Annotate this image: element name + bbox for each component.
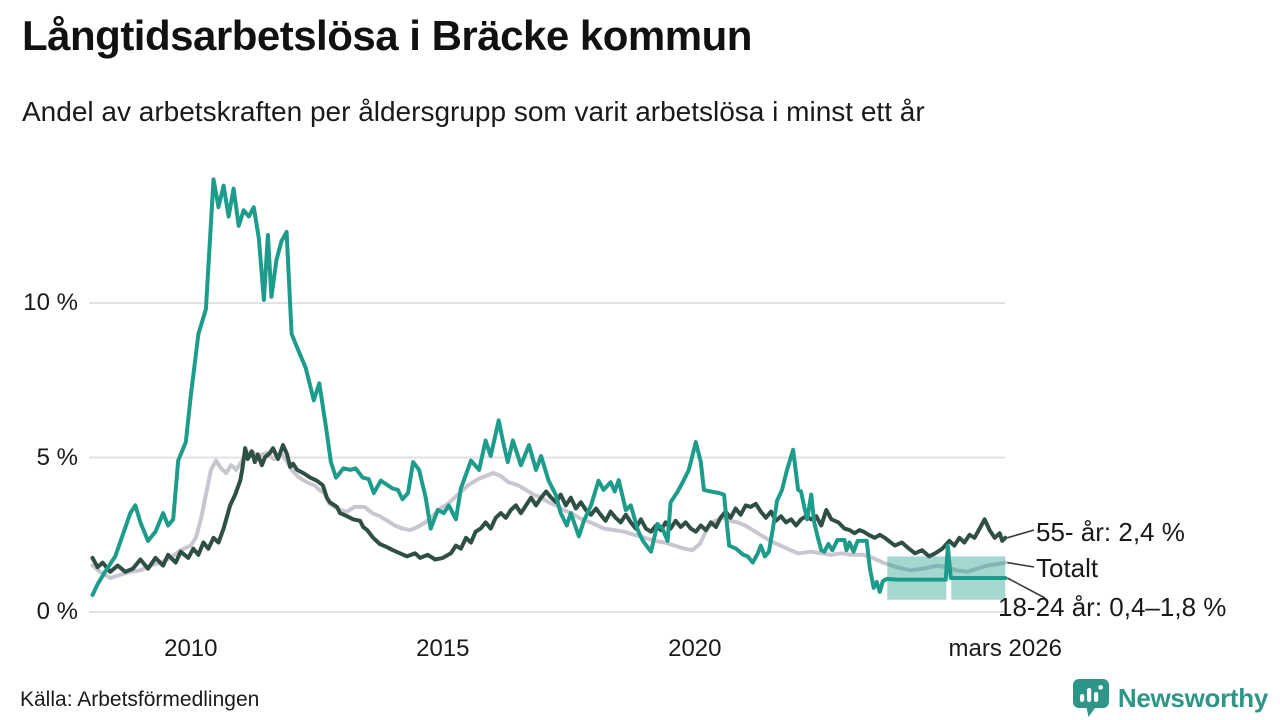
chart-subtitle: Andel av arbetskraften per åldersgrupp s… — [22, 96, 925, 127]
source-note: Källa: Arbetsförmedlingen — [20, 688, 260, 711]
page-title: Långtidsarbetslösa i Bräcke kommun — [22, 12, 752, 59]
y-axis-label: 5 % — [36, 443, 78, 471]
series-line-18-24-r — [90, 177, 1008, 597]
annotation-totalt: Totalt — [1036, 553, 1099, 583]
x-axis-label: 2010 — [164, 635, 218, 662]
x-axis-label: 2015 — [416, 635, 470, 662]
y-axis-label: 10 % — [23, 289, 78, 316]
chart-speech-bubble-icon — [1072, 679, 1109, 717]
annotation-connector — [1007, 561, 1035, 568]
x-axis-label: 2020 — [668, 635, 722, 662]
series-line-totalt — [90, 449, 1008, 580]
y-axis-label: 0 % — [36, 598, 78, 625]
annotation-55-plus: 55- år: 2,4 % — [1036, 517, 1185, 547]
annotation-connector — [1007, 529, 1035, 539]
annotation-connector — [1006, 577, 1046, 599]
x-axis-label: mars 2026 — [948, 635, 1062, 662]
annotation-18-24: 18-24 år: 0,4–1,8 % — [998, 592, 1227, 622]
newsworthy-wordmark: Newsworthy — [1117, 682, 1268, 713]
newsworthy-logo: Newsworthy — [1072, 678, 1268, 718]
